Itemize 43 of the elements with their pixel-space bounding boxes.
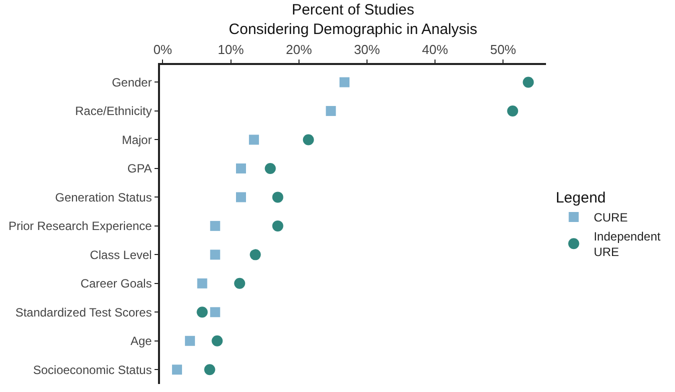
point <box>272 192 284 203</box>
y-tick-label: Class Level <box>90 248 152 262</box>
point <box>522 76 534 88</box>
point <box>236 192 246 202</box>
point <box>326 106 336 116</box>
y-tick-label: Age <box>130 334 152 348</box>
y-tick-label: Standardized Test Scores <box>15 305 152 320</box>
point <box>184 336 195 346</box>
y-tick-label: Socioeconomic Status <box>33 362 152 377</box>
y-tick-label: Race/Ethnicity <box>75 104 152 118</box>
point <box>197 278 208 288</box>
y-tick-label: Prior Research Experience <box>8 219 152 234</box>
legend-label: CURE <box>594 210 628 225</box>
point <box>272 220 284 232</box>
point <box>210 307 220 318</box>
point <box>204 364 216 376</box>
point <box>212 335 223 346</box>
point <box>234 278 246 289</box>
x-tick-label: 10% <box>218 42 244 58</box>
x-axis-title: Percent of Studies Considering Demographic in Analysis <box>228 1 478 38</box>
point <box>210 250 220 260</box>
point <box>302 134 314 146</box>
y-tick-label: GPA <box>127 162 152 176</box>
point <box>236 163 246 174</box>
point <box>210 220 220 231</box>
point <box>264 162 276 174</box>
x-tick-label: 30% <box>354 42 380 58</box>
legend-label: Independent URE <box>594 229 662 260</box>
point <box>196 306 208 318</box>
point <box>172 364 182 375</box>
y-tick-label: Gender <box>112 75 152 90</box>
x-tick-label: 0% <box>153 42 173 58</box>
point <box>248 134 259 145</box>
y-tick-label: Career Goals <box>80 276 152 291</box>
x-tick-label: 50% <box>490 42 517 58</box>
y-tick-label: Generation Status <box>55 190 152 204</box>
x-tick-label: 40% <box>422 42 448 58</box>
point <box>339 77 350 88</box>
y-tick-label: Major <box>122 132 152 147</box>
point <box>507 105 518 116</box>
point <box>250 249 261 260</box>
x-tick-label: 20% <box>286 42 312 58</box>
legend-title: Legend <box>556 190 606 206</box>
